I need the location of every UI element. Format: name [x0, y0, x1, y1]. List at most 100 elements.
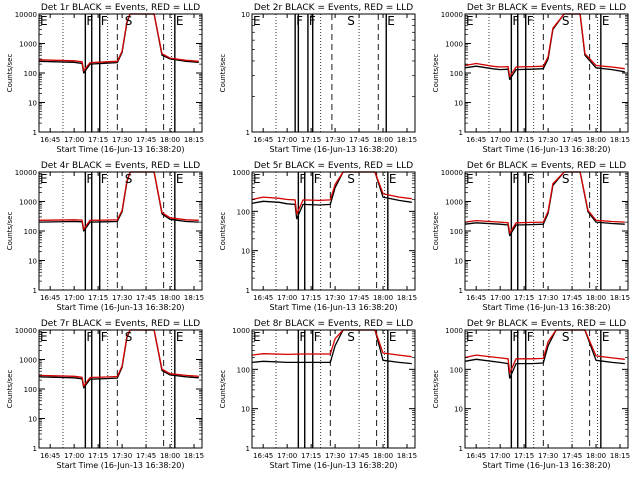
- lld-series-line: [251, 329, 412, 358]
- phase-marker-label: E: [176, 14, 184, 28]
- x-tick-label: 17:00: [277, 136, 297, 144]
- x-tick-label: 17:15: [514, 136, 534, 144]
- y-tick-label: 100: [24, 386, 37, 394]
- phase-marker-label: S: [125, 172, 133, 186]
- lld-series-line: [464, 13, 625, 78]
- y-tick-label: 1: [246, 445, 250, 453]
- y-axis-label: Counts/sec: [432, 370, 440, 409]
- plot-frame: [38, 329, 203, 449]
- x-tick-label: 18:00: [160, 294, 180, 302]
- x-tick-label: 18:15: [184, 294, 204, 302]
- phase-marker-label: E: [466, 14, 474, 28]
- x-tick-label: 18:15: [397, 136, 417, 144]
- y-tick-label: 1000: [19, 41, 37, 49]
- y-tick-label: 1: [33, 287, 37, 295]
- plot-det5r: Det 5r BLACK = Events, RED = LLD Counts/s…: [219, 161, 417, 312]
- plot-frame: [464, 13, 629, 133]
- y-tick-label: 10: [28, 100, 37, 108]
- y-tick-label: 100: [24, 228, 37, 236]
- x-tick-label: 17:15: [88, 294, 108, 302]
- phase-marker-label: E: [176, 330, 184, 344]
- y-axis-label: Counts/sec: [219, 212, 227, 251]
- x-axis-label: Start Time (16-Jun-13 16:38:20): [57, 145, 185, 154]
- x-tick-label: 18:15: [184, 136, 204, 144]
- phase-marker-label: F: [527, 14, 534, 28]
- x-tick-label: 17:15: [514, 452, 534, 460]
- phase-marker-label: F: [101, 172, 108, 186]
- phase-marker-label: S: [125, 14, 133, 28]
- phase-marker-label: F: [314, 172, 321, 186]
- y-tick-label: 10: [454, 258, 463, 266]
- plot-det3r: Det 3r BLACK = Events, RED = LLD Counts/s…: [432, 3, 630, 154]
- y-tick-label: 100: [450, 228, 463, 236]
- phase-marker-label: S: [125, 330, 133, 344]
- x-tick-label: 16:45: [466, 136, 486, 144]
- plot-frame: [464, 171, 629, 291]
- x-axis-label: Start Time (16-Jun-13 16:38:20): [483, 461, 611, 470]
- x-tick-label: 17:15: [88, 136, 108, 144]
- x-tick-label: 18:15: [610, 294, 630, 302]
- y-tick-label: 10000: [441, 169, 463, 177]
- plot-title: Det 2r BLACK = Events, RED = LLD: [254, 3, 413, 13]
- y-tick-label: 100: [24, 70, 37, 78]
- x-tick-label: 18:15: [610, 136, 630, 144]
- y-tick-label: 10: [241, 406, 250, 414]
- plot-frame: [251, 13, 416, 133]
- x-axis-label: Start Time (16-Jun-13 16:38:20): [270, 145, 398, 154]
- y-tick-label: 100: [237, 208, 250, 216]
- events-series-line: [464, 329, 625, 379]
- y-axis-label: Counts/sec: [6, 212, 14, 251]
- plot-det8r: Det 8r BLACK = Events, RED = LLD Counts/s…: [219, 319, 417, 470]
- x-tick-label: 17:30: [112, 452, 132, 460]
- plot-title: Det 5r BLACK = Events, RED = LLD: [254, 161, 413, 171]
- plot-title: Det 4r BLACK = Events, RED = LLD: [41, 161, 200, 171]
- lld-series-line: [464, 329, 625, 374]
- x-tick-label: 17:00: [64, 294, 84, 302]
- y-tick-label: 1: [459, 129, 463, 137]
- y-tick-label: 1000: [19, 357, 37, 365]
- phase-marker-label: E: [40, 172, 48, 186]
- y-axis-label: Counts/sec: [219, 54, 227, 93]
- y-axis-label: Counts/sec: [432, 212, 440, 251]
- plot-det1r: Det 1r BLACK = Events, RED = LLD Counts/s…: [6, 3, 204, 154]
- x-tick-label: 17:15: [301, 294, 321, 302]
- x-tick-label: 17:45: [562, 294, 582, 302]
- plot-frame: [251, 171, 416, 291]
- x-axis-label: Start Time (16-Jun-13 16:38:20): [57, 303, 185, 312]
- phase-marker-label: F: [512, 330, 519, 344]
- x-tick-label: 17:30: [538, 294, 558, 302]
- plot-det4r: Det 4r BLACK = Events, RED = LLD Counts/s…: [6, 161, 204, 312]
- y-tick-label: 1000: [232, 169, 250, 177]
- x-axis-label: Start Time (16-Jun-13 16:38:20): [270, 303, 398, 312]
- phase-marker-label: F: [86, 172, 93, 186]
- phase-marker-label: S: [562, 330, 570, 344]
- phase-marker-label: E: [602, 172, 610, 186]
- phase-marker-label: F: [309, 14, 316, 28]
- phase-marker-label: E: [387, 14, 395, 28]
- lld-series-line: [38, 171, 199, 230]
- x-tick-label: 16:45: [253, 294, 273, 302]
- x-axis-label: Start Time (16-Jun-13 16:38:20): [270, 461, 398, 470]
- phase-marker-label: F: [527, 172, 534, 186]
- events-series-line: [464, 13, 625, 81]
- x-tick-label: 17:00: [490, 452, 510, 460]
- plot-frame: [38, 171, 203, 291]
- x-tick-label: 18:00: [373, 136, 393, 144]
- x-tick-label: 18:15: [184, 452, 204, 460]
- y-tick-label: 100: [237, 366, 250, 374]
- y-tick-label: 1: [459, 287, 463, 295]
- phase-marker-label: F: [314, 330, 321, 344]
- x-tick-label: 18:15: [397, 452, 417, 460]
- x-tick-label: 17:00: [490, 136, 510, 144]
- x-tick-label: 18:15: [397, 294, 417, 302]
- plot-title: Det 3r BLACK = Events, RED = LLD: [467, 3, 626, 13]
- plot-frame: [38, 13, 203, 133]
- y-tick-label: 1000: [19, 199, 37, 207]
- lld-series-line: [38, 329, 199, 387]
- y-tick-label: 1: [246, 129, 250, 137]
- y-tick-label: 10: [28, 416, 37, 424]
- plot-title: Det 1r BLACK = Events, RED = LLD: [41, 3, 200, 13]
- x-tick-label: 17:00: [64, 136, 84, 144]
- x-tick-label: 17:30: [538, 452, 558, 460]
